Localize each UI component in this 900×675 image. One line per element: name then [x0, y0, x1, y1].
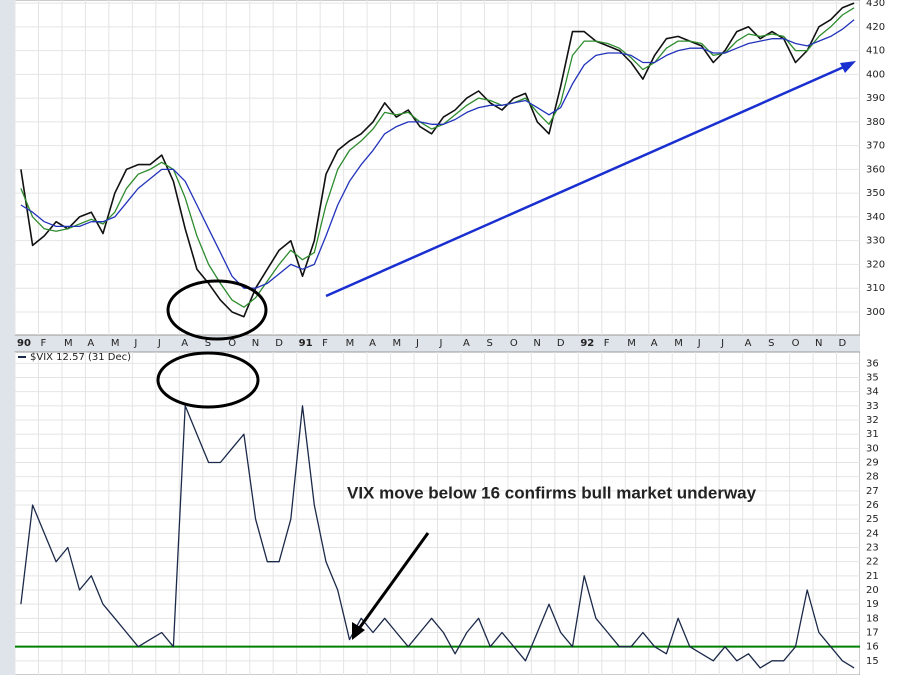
highlight-ellipse [156, 351, 260, 409]
y-tick-label: 34 [866, 387, 879, 398]
series-line [20, 7, 855, 308]
y-tick-label: 35 [866, 373, 879, 384]
y-tick-label: 340 [866, 212, 885, 223]
x-tick-label: J [720, 338, 724, 349]
annotation: VIX move below 16 confirms bull market u… [347, 483, 757, 502]
x-tick-label: J [697, 338, 701, 349]
y-tick-label: 360 [866, 164, 885, 175]
y-tick-label: 370 [866, 141, 885, 152]
y-tick-label: 26 [866, 500, 879, 511]
x-tick-label: J [439, 338, 443, 349]
x-tick-label: F [40, 338, 46, 349]
x-tick-label: 91 [299, 338, 313, 349]
trend-arrow [325, 64, 847, 298]
y-tick-label: 15 [866, 656, 879, 667]
y-tick-label: 31 [866, 429, 879, 440]
y-tick-label: 300 [866, 307, 885, 318]
x-tick-label: M [627, 338, 636, 349]
y-tick-label: 16 [866, 642, 879, 653]
x-tick-label: N [815, 338, 822, 349]
y-tick-label: 36 [866, 358, 879, 369]
y-tick-label: 22 [866, 557, 879, 568]
legend-text: $VIX 12.57 (31 Dec) [30, 352, 131, 363]
pointer-arrow-head [352, 622, 365, 640]
y-tick-label: 330 [866, 236, 885, 247]
x-tick-label: A [745, 338, 752, 349]
x-tick-label: A [463, 338, 470, 349]
x-tick-label: N [533, 338, 540, 349]
x-tick-label: M [111, 338, 120, 349]
y-tick-label: 18 [866, 613, 879, 624]
x-tick-label: O [228, 338, 236, 349]
series-line [20, 19, 855, 289]
x-tick-label: S [768, 338, 774, 349]
plot-layer: 90 F M A M J J A S O N D 91 F M A M J J A S O N D 92 F M A M J J A S O N D 3… [14, 0, 885, 675]
x-tick-label: S [486, 338, 492, 349]
pointer-arrow [356, 532, 430, 631]
y-tick-label: 400 [866, 69, 885, 80]
x-tick-label: M [674, 338, 683, 349]
y-tick-label: 30 [866, 443, 879, 454]
x-tick-label: D [275, 338, 283, 349]
y-tick-label: 21 [866, 571, 879, 582]
series-line [20, 405, 855, 669]
x-tick-label: J [157, 338, 161, 349]
y-tick-label: 19 [866, 599, 879, 610]
x-tick-label: O [510, 338, 518, 349]
highlight-ellipse [166, 279, 268, 341]
x-tick-label: M [346, 338, 355, 349]
x-tick-label: A [181, 338, 188, 349]
y-tick-label: 24 [866, 528, 879, 539]
y-tick-label: 28 [866, 472, 879, 483]
axis-strip [860, 0, 900, 675]
y-tick-label: 390 [866, 93, 885, 104]
y-tick-label: 17 [866, 628, 879, 639]
x-tick-label: F [604, 338, 610, 349]
x-tick-label: D [839, 338, 847, 349]
x-tick-label: D [557, 338, 565, 349]
y-tick-label: 20 [866, 585, 879, 596]
y-tick-label: 310 [866, 283, 885, 294]
y-tick-label: 25 [866, 514, 879, 525]
x-tick-label: O [792, 338, 800, 349]
y-tick-label: 420 [866, 22, 885, 33]
y-tick-label: 410 [866, 46, 885, 57]
x-tick-label: A [87, 338, 94, 349]
y-tick-label: 320 [866, 259, 885, 270]
y-tick-label: 380 [866, 117, 885, 128]
x-tick-label: F [322, 338, 328, 349]
y-tick-label: 27 [866, 486, 879, 497]
y-tick-label: 29 [866, 458, 879, 469]
y-tick-label: 23 [866, 543, 879, 554]
x-tick-label: 92 [580, 338, 594, 349]
series-line [20, 2, 855, 318]
x-tick-label: M [64, 338, 73, 349]
x-tick-label: A [369, 338, 376, 349]
y-tick-label: 350 [866, 188, 885, 199]
y-tick-label: 33 [866, 401, 879, 412]
x-tick-label: M [393, 338, 402, 349]
trend-arrow-head [840, 61, 856, 73]
x-tick-label: S [205, 338, 211, 349]
x-tick-label: J [133, 338, 137, 349]
y-tick-label: 32 [866, 415, 879, 426]
x-tick-label: A [651, 338, 658, 349]
x-tick-label: N [252, 338, 259, 349]
x-tick-label: 90 [17, 338, 31, 349]
y-tick-label: 430 [866, 0, 885, 9]
x-tick-label: J [415, 338, 419, 349]
